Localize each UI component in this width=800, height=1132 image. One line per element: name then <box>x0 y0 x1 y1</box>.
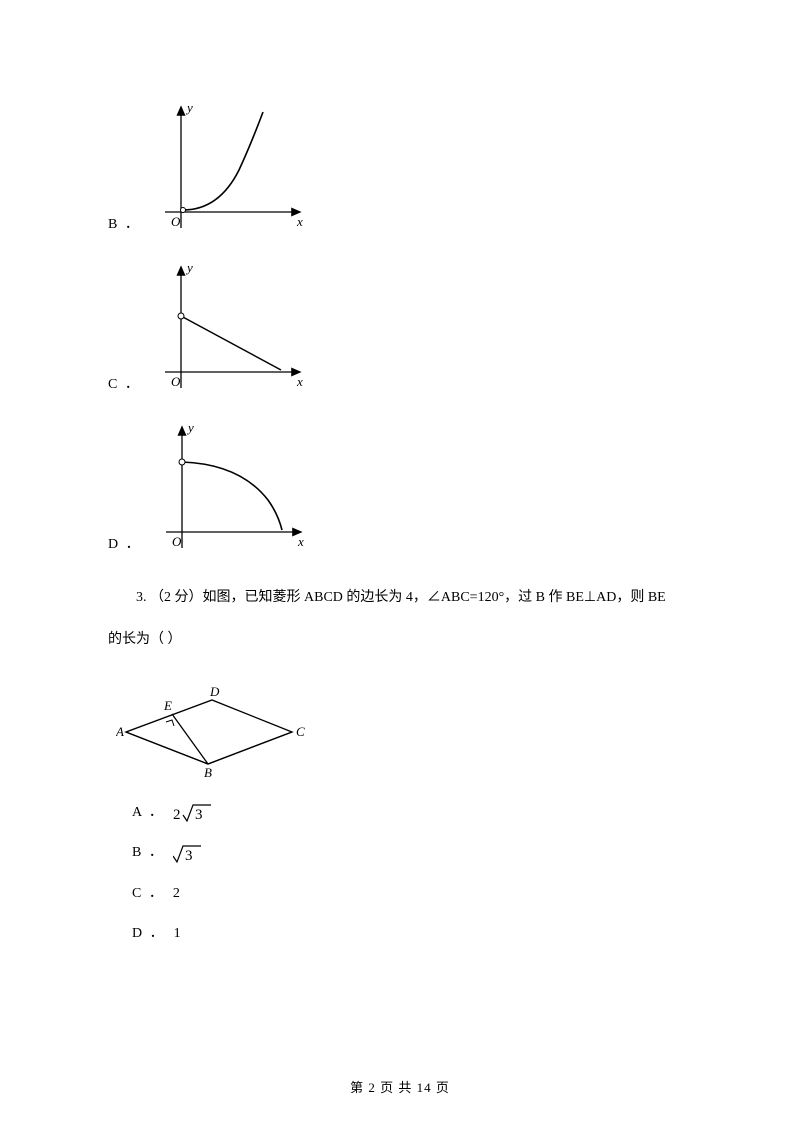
footer-page: 2 <box>368 1080 376 1095</box>
svg-text:A: A <box>116 724 124 739</box>
option-c-label: C ． <box>108 374 141 400</box>
q3-option-c-value: 2 <box>173 883 182 905</box>
svg-text:B: B <box>204 765 212 780</box>
footer-prefix: 第 <box>350 1080 368 1095</box>
axis-x-label: x <box>296 374 303 389</box>
origin-label: O <box>172 534 182 549</box>
q3-option-d-value: 1 <box>174 923 183 945</box>
sqrt-icon: 3 <box>173 843 207 865</box>
q3-option-c: C ． 2 <box>108 883 692 905</box>
q3-option-c-label: C ． <box>132 883 165 905</box>
svg-text:E: E <box>163 698 172 713</box>
svg-text:2: 2 <box>173 807 183 823</box>
q3-text-line1: 3. （2 分）如图，已知菱形 ABCD 的边长为 4，∠ABC=120°，过 … <box>108 584 692 612</box>
axis-x-label: x <box>297 534 304 549</box>
q3-option-b-label: B ． <box>132 842 165 864</box>
origin-label: O <box>171 374 181 389</box>
q3-option-d-label: D ． <box>132 923 166 945</box>
axis-y-label: y <box>186 420 194 435</box>
footer-suffix: 页 <box>432 1080 450 1095</box>
axis-y-label: y <box>185 100 193 115</box>
axis-x-label: x <box>296 214 303 229</box>
q3-option-a: A ． 2 3 <box>108 802 692 824</box>
option-c-row: C ． y x O <box>108 260 692 400</box>
page-footer: 第 2 页 共 14 页 <box>0 1077 800 1096</box>
graph-d-icon: y x O <box>150 420 310 560</box>
svg-text:D: D <box>209 684 220 699</box>
graph-b-icon: y x O <box>149 100 309 240</box>
rhombus-icon: A B C D E <box>116 672 316 782</box>
option-d-row: D ． y x O <box>108 420 692 560</box>
option-b-label: B ． <box>108 214 141 240</box>
footer-total: 14 <box>417 1080 432 1095</box>
sqrt-icon: 2 3 <box>173 802 217 824</box>
axis-y-label: y <box>185 260 193 275</box>
svg-text:3: 3 <box>195 807 205 823</box>
footer-mid: 页 共 <box>376 1080 417 1095</box>
q3-option-a-label: A ． <box>132 802 165 824</box>
origin-label: O <box>171 214 181 229</box>
q3-option-d: D ． 1 <box>108 923 692 945</box>
graph-c-icon: y x O <box>149 260 309 400</box>
q3-option-b: B ． 3 <box>108 842 692 864</box>
q3-text-line2: 的长为（ ） <box>108 626 692 654</box>
rhombus-figure: A B C D E <box>116 672 692 782</box>
svg-text:C: C <box>296 724 305 739</box>
option-b-row: B ． y x O <box>108 100 692 240</box>
svg-text:3: 3 <box>185 848 195 864</box>
option-d-label: D ． <box>108 534 142 560</box>
